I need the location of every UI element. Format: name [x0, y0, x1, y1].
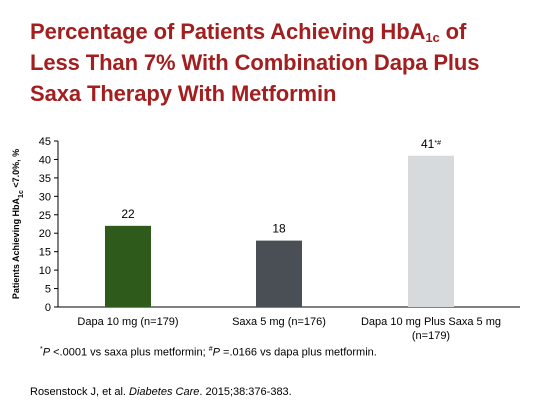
y-tick-label: 30: [39, 191, 51, 203]
y-tick-label: 20: [39, 228, 51, 240]
bar: [256, 240, 302, 307]
y-tick-label: 45: [39, 136, 51, 148]
y-axis-label: Patients Achieving HbA1c <7.0%, %: [11, 149, 25, 299]
citation-journal: Diabetes Care: [129, 386, 200, 398]
bar: [105, 225, 151, 307]
slide-title: Percentage of Patients Achieving HbA1c o…: [30, 16, 530, 109]
footnote-text-1: <.0001 vs saxa plus metformin;: [50, 346, 209, 359]
value-label: 22: [121, 207, 135, 221]
footnote-p-2: P: [212, 346, 220, 359]
citation-authors: Rosenstock J, et al.: [30, 386, 130, 398]
footnote-mark-2: #: [208, 346, 213, 353]
bar: [408, 155, 454, 307]
y-tick-label: 10: [39, 265, 51, 277]
footnote-mark-1: *: [40, 346, 43, 353]
category-label: (n=179): [412, 330, 450, 342]
value-label: 18: [272, 222, 286, 236]
y-tick-label: 25: [39, 210, 51, 222]
y-tick-label: 15: [39, 247, 51, 259]
y-tick-label: 40: [39, 154, 51, 166]
y-tick-label: 0: [45, 302, 51, 314]
citation-details: . 2015;38:376-383.: [199, 386, 292, 398]
footnote-p-1: P: [42, 346, 51, 359]
title-line-1-end: of: [439, 19, 467, 44]
bar-chart: 0 5 10 15 20 25 30 35 40 45 Patients Achieving HbA…: [11, 136, 520, 342]
y-tick-label: 35: [39, 173, 51, 185]
footnote-text-2: =.0166 vs dapa plus metformin.: [220, 346, 377, 359]
citation: Rosenstock J, et al. Diabetes Care. 2015…: [30, 386, 292, 398]
value-label: 41*#: [421, 137, 441, 151]
category-label: Saxa 5 mg (n=176): [232, 316, 326, 328]
title-subscript: 1c: [425, 30, 440, 45]
title-line-3: Saxa Therapy With Metformin: [30, 81, 337, 106]
title-line-1-text: Percentage of Patients Achieving HbA: [30, 19, 426, 44]
title-line-1: Percentage of Patients Achieving HbA1c o…: [30, 16, 530, 47]
category-label: Dapa 10 mg Plus Saxa 5 mg: [361, 316, 501, 328]
footnote: *P <.0001 vs saxa plus metformin; #P =.0…: [40, 346, 377, 359]
y-tick-label: 5: [45, 284, 51, 296]
category-label: Dapa 10 mg (n=179): [77, 316, 178, 328]
title-line-2: Less Than 7% With Combination Dapa Plus: [30, 50, 480, 75]
